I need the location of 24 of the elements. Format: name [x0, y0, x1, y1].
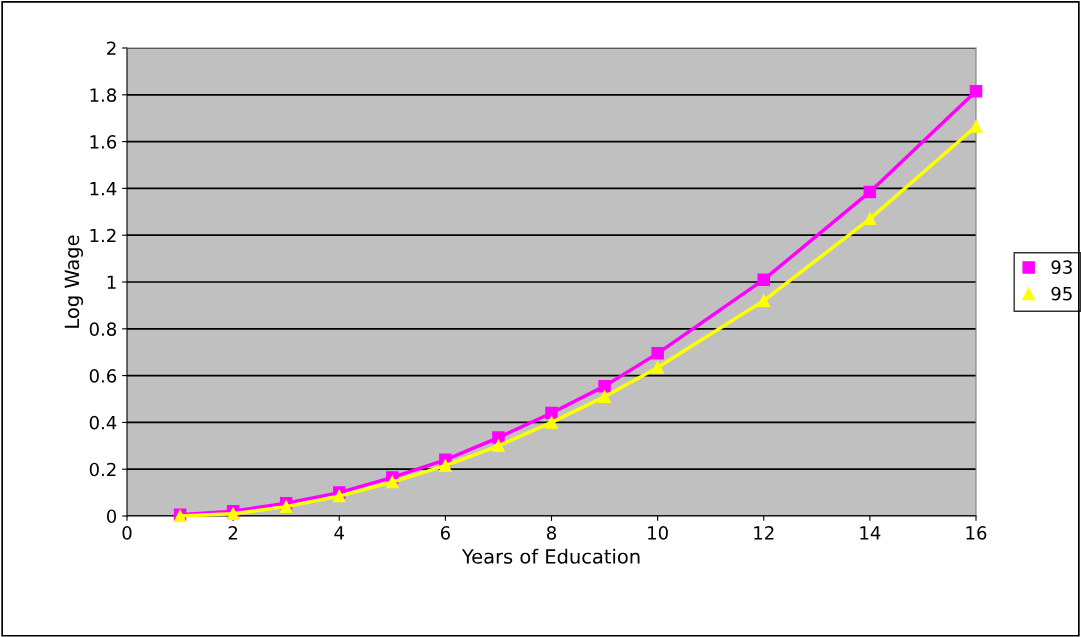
y-tick-label: 2: [107, 41, 116, 55]
x-tick-label: 16: [966, 526, 987, 540]
x-tick-label: 6: [440, 526, 450, 540]
x-tick-label: 12: [754, 526, 774, 540]
y-tick-label: 0.2: [89, 462, 116, 477]
y-tick-label: 0: [106, 509, 117, 524]
x-tick-label: 4: [334, 526, 344, 540]
y-tick-label: 0.4: [89, 415, 117, 430]
y-tick-label: 1.2: [90, 228, 116, 243]
y-tick-label: 0.8: [89, 322, 117, 336]
x-tick-label: 0: [122, 526, 132, 540]
x-tick-label: 10: [648, 526, 668, 540]
y-tick-label: 0.6: [89, 369, 117, 383]
legend-label: 95: [1051, 286, 1072, 301]
y-axis-title: Log Wage: [64, 235, 84, 328]
y-tick-label: 1.8: [90, 88, 117, 102]
y-tick-label: 1: [107, 275, 116, 289]
x-axis-title: Years of Education: [461, 548, 640, 564]
y-tick-label: 1.4: [90, 182, 117, 196]
x-tick-label: 8: [546, 526, 557, 540]
legend-label: 93: [1051, 260, 1072, 274]
x-tick-label: 2: [228, 526, 238, 540]
y-tick-label: 1.6: [90, 135, 117, 149]
x-tick-label: 14: [860, 526, 881, 540]
